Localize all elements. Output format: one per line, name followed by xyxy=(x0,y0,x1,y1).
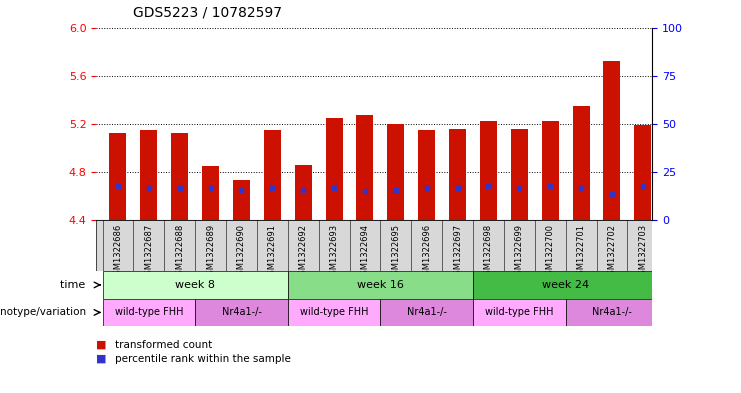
Bar xyxy=(102,299,195,326)
Text: GSM1322686: GSM1322686 xyxy=(113,224,122,281)
Bar xyxy=(473,271,658,299)
Bar xyxy=(511,129,528,220)
Text: GSM1322697: GSM1322697 xyxy=(453,224,462,280)
Text: GSM1322693: GSM1322693 xyxy=(330,224,339,280)
Bar xyxy=(171,133,188,220)
Text: Nr4a1-/-: Nr4a1-/- xyxy=(407,307,447,318)
Text: Nr4a1-/-: Nr4a1-/- xyxy=(222,307,262,318)
Text: GSM1322687: GSM1322687 xyxy=(144,224,153,281)
Text: Nr4a1-/-: Nr4a1-/- xyxy=(592,307,632,318)
Bar xyxy=(288,271,473,299)
Bar xyxy=(634,125,651,220)
Text: wild-type FHH: wild-type FHH xyxy=(300,307,368,318)
Bar xyxy=(573,106,590,220)
Text: GSM1322691: GSM1322691 xyxy=(268,224,277,280)
Bar xyxy=(140,130,157,220)
Bar xyxy=(264,130,281,220)
Bar xyxy=(603,61,620,220)
Text: week 8: week 8 xyxy=(175,280,215,290)
Bar xyxy=(110,133,127,220)
Text: GSM1322694: GSM1322694 xyxy=(360,224,370,280)
Text: genotype/variation: genotype/variation xyxy=(0,307,89,318)
Bar xyxy=(542,121,559,220)
Bar xyxy=(449,129,466,220)
Text: GSM1322690: GSM1322690 xyxy=(237,224,246,280)
Text: time: time xyxy=(60,280,89,290)
Text: week 16: week 16 xyxy=(357,280,404,290)
Bar xyxy=(418,130,435,220)
Bar xyxy=(565,299,658,326)
Text: GSM1322701: GSM1322701 xyxy=(576,224,585,280)
Text: GSM1322695: GSM1322695 xyxy=(391,224,400,280)
Bar xyxy=(102,271,288,299)
Text: GSM1322688: GSM1322688 xyxy=(175,224,185,281)
Bar xyxy=(388,124,405,220)
Text: percentile rank within the sample: percentile rank within the sample xyxy=(115,354,290,364)
Text: GSM1322702: GSM1322702 xyxy=(608,224,617,280)
Text: GSM1322696: GSM1322696 xyxy=(422,224,431,280)
Bar xyxy=(356,116,373,220)
Text: GSM1322692: GSM1322692 xyxy=(299,224,308,280)
Bar xyxy=(473,299,565,326)
Text: wild-type FHH: wild-type FHH xyxy=(115,307,183,318)
Text: GSM1322700: GSM1322700 xyxy=(545,224,555,280)
Text: GSM1322689: GSM1322689 xyxy=(206,224,215,280)
Bar xyxy=(480,121,497,220)
Text: week 24: week 24 xyxy=(542,280,589,290)
Text: transformed count: transformed count xyxy=(115,340,212,350)
Bar xyxy=(202,166,219,220)
Bar xyxy=(195,299,288,326)
Bar xyxy=(380,299,473,326)
Text: GSM1322698: GSM1322698 xyxy=(484,224,493,280)
Text: GSM1322699: GSM1322699 xyxy=(515,224,524,280)
Bar xyxy=(288,299,380,326)
Bar xyxy=(295,165,312,220)
Text: GDS5223 / 10782597: GDS5223 / 10782597 xyxy=(133,6,282,20)
Text: ■: ■ xyxy=(96,354,107,364)
Bar xyxy=(325,118,342,220)
Bar xyxy=(233,180,250,220)
Text: GSM1322703: GSM1322703 xyxy=(638,224,648,280)
Text: wild-type FHH: wild-type FHH xyxy=(485,307,554,318)
Text: ■: ■ xyxy=(96,340,107,350)
